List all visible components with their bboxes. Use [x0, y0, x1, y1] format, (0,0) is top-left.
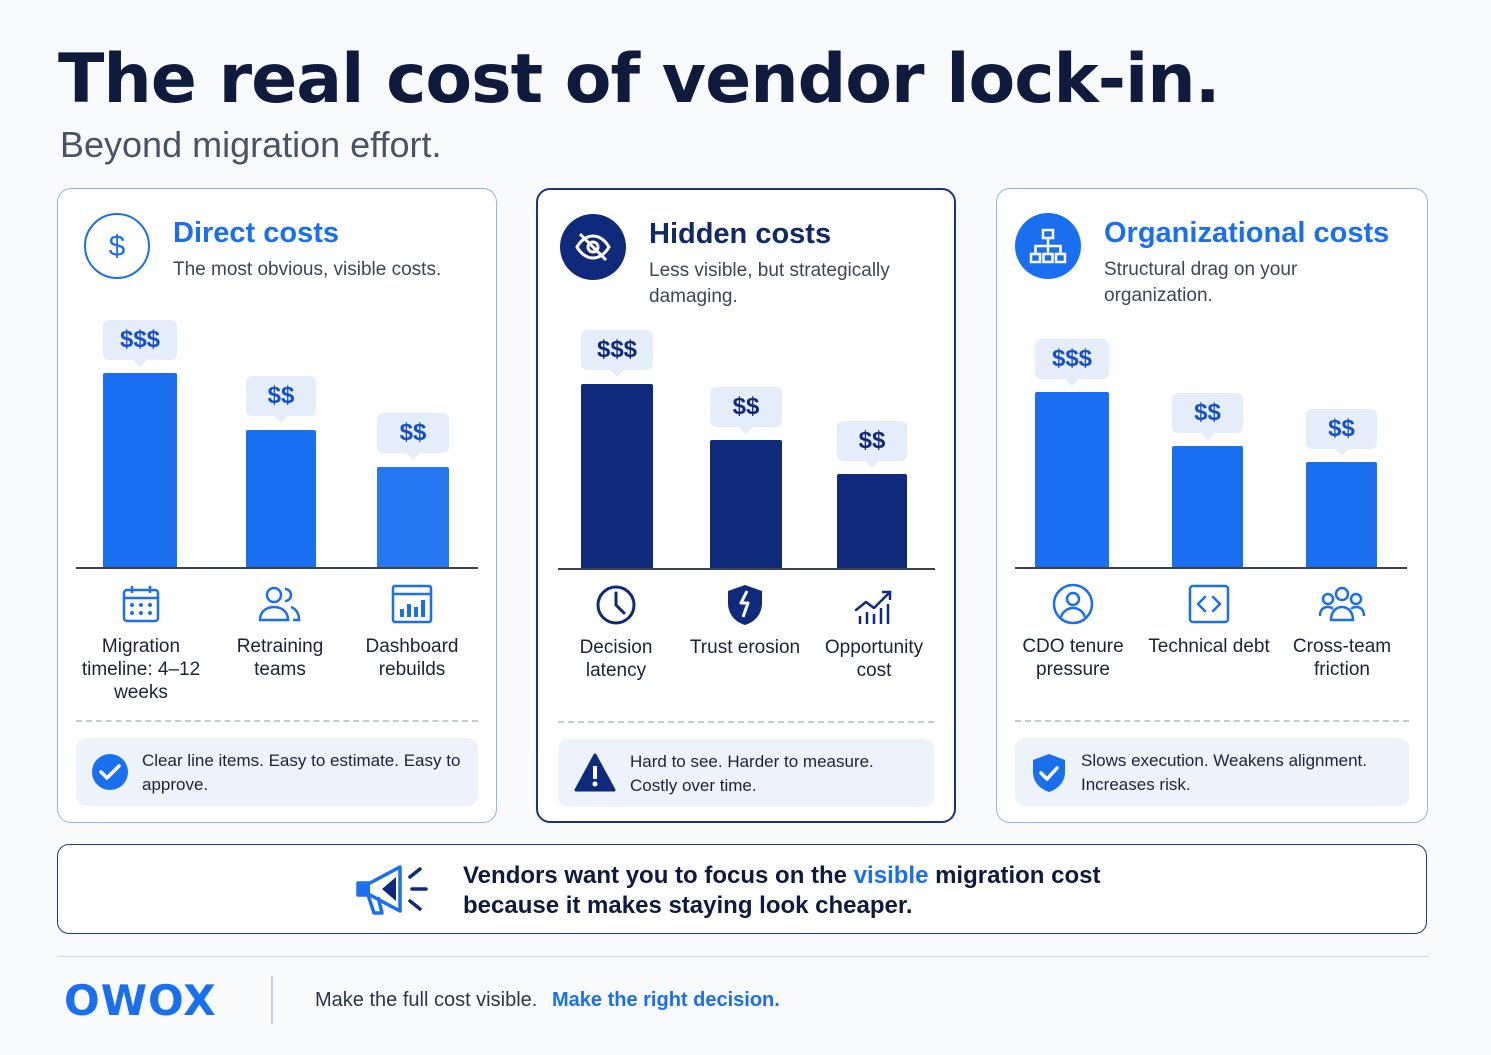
owox-logo: OWOX	[64, 976, 217, 1025]
cost-bar-chart: $$$ $$ $$	[76, 314, 478, 569]
cost-level-label: $$	[1306, 409, 1377, 456]
footer-divider	[57, 956, 1429, 957]
banner-text: Vendors want you to focus on the visible…	[463, 862, 1101, 919]
bar	[1035, 392, 1109, 567]
category-cdo-tenure-pressure: CDO tenure pressure	[1008, 581, 1138, 681]
footer-tagline-accent: Make the right decision.	[552, 989, 780, 1011]
card-title: Direct costs	[173, 217, 340, 249]
cost-level-label: $$$	[103, 320, 177, 367]
category-label: Decision latency	[579, 637, 653, 681]
check-circle-icon	[90, 752, 130, 792]
user-circle-icon	[1008, 581, 1138, 627]
category-cross-team-friction: Cross-team friction	[1277, 581, 1407, 681]
card-hidden-costs: Hidden costs Less visible, but strategic…	[536, 188, 956, 823]
page-title: The real cost of vendor lock-in.	[58, 40, 1221, 119]
category-label: Technical debt	[1148, 636, 1270, 657]
category-technical-debt: Technical debt	[1144, 581, 1274, 658]
card-title: Hidden costs	[649, 218, 832, 250]
note-text: Clear line items. Easy to estimate. Easy…	[142, 751, 461, 794]
bar	[246, 430, 316, 567]
category-label: Opportunity cost	[824, 637, 924, 681]
note-box: Clear line items. Easy to estimate. Easy…	[76, 738, 478, 806]
page-subtitle: Beyond migration effort.	[60, 124, 442, 165]
shield-check-icon	[1029, 752, 1069, 792]
category-label: Migration timeline: 4–12 weeks	[81, 636, 201, 703]
category-label: Retraining teams	[236, 636, 324, 680]
category-dashboard-rebuilds: Dashboard rebuilds	[347, 581, 477, 681]
card-direct-costs: $ Direct costs The most obvious, visible…	[57, 188, 497, 823]
card-organizational-costs: Organizational costs Structural drag on …	[996, 188, 1428, 823]
card-title: Organizational costs	[1104, 217, 1390, 249]
cost-level-label: $$$	[581, 330, 653, 377]
bar	[377, 467, 449, 567]
eye-off-icon	[560, 214, 626, 280]
broken-shield-icon	[680, 582, 810, 628]
category-retraining-teams: Retraining teams	[215, 581, 345, 681]
team-icon	[1277, 581, 1407, 627]
bar	[710, 440, 782, 568]
category-label: Dashboard rebuilds	[365, 636, 459, 680]
note-box: Slows execution. Weakens alignment. Incr…	[1015, 738, 1409, 806]
category-opportunity-cost: Opportunity cost	[809, 582, 939, 682]
highlight-word: visible	[853, 862, 929, 889]
footer-tagline: Make the full cost visible.	[315, 989, 538, 1011]
category-label: Trust erosion	[689, 637, 801, 658]
clock-icon	[551, 582, 681, 628]
calendar-icon	[76, 581, 206, 627]
growth-chart-icon	[809, 582, 939, 628]
bar	[1306, 462, 1377, 567]
category-label: CDO tenure pressure	[1022, 636, 1124, 680]
footer-separator	[271, 976, 273, 1024]
bar	[103, 373, 177, 567]
cost-bar-chart: $$$ $$ $$	[1015, 314, 1407, 569]
divider	[76, 720, 478, 722]
code-icon	[1144, 581, 1274, 627]
cost-level-label: $$	[246, 376, 316, 423]
chart-baseline	[558, 568, 935, 570]
bar	[1172, 446, 1243, 567]
cost-bar-chart: $$$ $$ $$	[558, 315, 935, 570]
megaphone-icon	[354, 859, 430, 921]
bar	[837, 474, 907, 568]
card-description: The most obvious, visible costs.	[173, 259, 442, 280]
callout-banner: Vendors want you to focus on the visible…	[57, 844, 1427, 934]
bar	[581, 384, 653, 568]
divider	[1015, 720, 1409, 722]
cost-level-label: $$$	[1035, 339, 1109, 386]
users-icon	[215, 581, 345, 627]
warning-icon	[574, 753, 616, 793]
org-chart-icon	[1015, 213, 1081, 279]
note-text: Hard to see. Harder to measure. Costly o…	[630, 752, 874, 795]
divider	[558, 721, 934, 723]
category-decision-latency: Decision latency	[551, 582, 681, 682]
card-description: Structural drag on your organization.	[1104, 259, 1298, 306]
cost-level-label: $$	[377, 413, 449, 460]
chart-baseline	[1015, 567, 1407, 569]
chart-baseline	[76, 567, 478, 569]
category-trust-erosion: Trust erosion	[680, 582, 810, 659]
svg-text:$: $	[109, 230, 126, 263]
cost-level-label: $$	[710, 387, 782, 434]
dollar-icon: $	[84, 213, 150, 279]
dashboard-icon	[347, 581, 477, 627]
category-migration-timeline: Migration timeline: 4–12 weeks	[76, 581, 206, 704]
card-description: Less visible, but strategically damaging…	[649, 260, 890, 307]
note-box: Hard to see. Harder to measure. Costly o…	[558, 739, 934, 807]
category-label: Cross-team friction	[1292, 636, 1392, 680]
note-text: Slows execution. Weakens alignment. Incr…	[1081, 751, 1368, 794]
cost-level-label: $$	[1172, 393, 1243, 440]
cost-level-label: $$	[837, 421, 907, 468]
